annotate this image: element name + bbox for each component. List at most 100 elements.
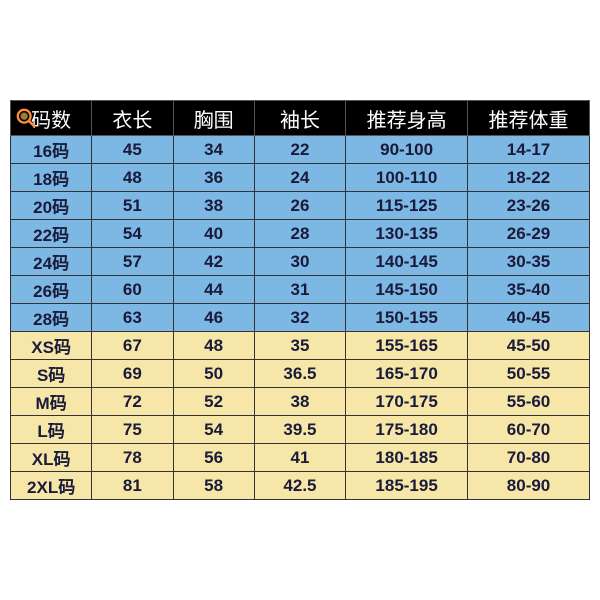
table-cell: 24: [254, 164, 345, 192]
table-row: 18码483624100-11018-22: [11, 164, 590, 192]
table-row: 20码513826115-12523-26: [11, 192, 590, 220]
column-header: 码数: [11, 101, 92, 136]
table-cell: 42.5: [254, 472, 345, 500]
table-cell: M码: [11, 388, 92, 416]
table-cell: 24码: [11, 248, 92, 276]
table-cell: 36.5: [254, 360, 345, 388]
table-cell: 72: [92, 388, 173, 416]
table-cell: 44: [173, 276, 254, 304]
table-cell: 165-170: [346, 360, 468, 388]
table-cell: 14-17: [468, 136, 590, 164]
table-cell: 50-55: [468, 360, 590, 388]
table-cell: 60: [92, 276, 173, 304]
column-header: 推荐体重: [468, 101, 590, 136]
column-header: 袖长: [254, 101, 345, 136]
column-header-label: 衣长: [112, 110, 152, 132]
column-header: 胸围: [173, 101, 254, 136]
table-cell: 78: [92, 444, 173, 472]
table-row: XL码785641180-18570-80: [11, 444, 590, 472]
table-cell: 22: [254, 136, 345, 164]
table-cell: 55-60: [468, 388, 590, 416]
column-header-label: 袖长: [280, 110, 320, 132]
table-cell: 67: [92, 332, 173, 360]
table-cell: 30: [254, 248, 345, 276]
table-cell: S码: [11, 360, 92, 388]
table-cell: 54: [92, 220, 173, 248]
table-cell: 75: [92, 416, 173, 444]
table-cell: 115-125: [346, 192, 468, 220]
table-cell: 51: [92, 192, 173, 220]
search-icon: [15, 107, 37, 129]
table-cell: 2XL码: [11, 472, 92, 500]
table-cell: 32: [254, 304, 345, 332]
table-row: M码725238170-17555-60: [11, 388, 590, 416]
table-cell: 46: [173, 304, 254, 332]
table-cell: 170-175: [346, 388, 468, 416]
table-cell: 45: [92, 136, 173, 164]
table-cell: 57: [92, 248, 173, 276]
table-cell: 100-110: [346, 164, 468, 192]
table-cell: 30-35: [468, 248, 590, 276]
column-header-label: 胸围: [194, 110, 234, 132]
column-header-label: 推荐体重: [489, 110, 569, 132]
table-cell: 40: [173, 220, 254, 248]
table-row: 2XL码815842.5185-19580-90: [11, 472, 590, 500]
table-cell: 180-185: [346, 444, 468, 472]
table-cell: 40-45: [468, 304, 590, 332]
table-cell: 39.5: [254, 416, 345, 444]
table-cell: 50: [173, 360, 254, 388]
table-cell: 56: [173, 444, 254, 472]
table-cell: 58: [173, 472, 254, 500]
table-row: S码695036.5165-17050-55: [11, 360, 590, 388]
table-cell: 42: [173, 248, 254, 276]
table-cell: 36: [173, 164, 254, 192]
column-header: 衣长: [92, 101, 173, 136]
table-cell: 26码: [11, 276, 92, 304]
table-cell: 155-165: [346, 332, 468, 360]
table-cell: XL码: [11, 444, 92, 472]
table-cell: L码: [11, 416, 92, 444]
table-cell: 31: [254, 276, 345, 304]
table-cell: 69: [92, 360, 173, 388]
table-row: 28码634632150-15540-45: [11, 304, 590, 332]
size-chart-container: 码数 衣长 胸围 袖长 推荐身高 推荐体重 16码45342290-10014-1718码…: [0, 0, 600, 600]
table-cell: 41: [254, 444, 345, 472]
table-cell: 18-22: [468, 164, 590, 192]
table-cell: 22码: [11, 220, 92, 248]
table-cell: 45-50: [468, 332, 590, 360]
table-cell: 26: [254, 192, 345, 220]
table-body: 16码45342290-10014-1718码483624100-11018-2…: [11, 136, 590, 500]
column-header-label: 码数: [31, 110, 71, 132]
table-cell: 35: [254, 332, 345, 360]
table-cell: 175-180: [346, 416, 468, 444]
table-cell: 26-29: [468, 220, 590, 248]
column-header: 推荐身高: [346, 101, 468, 136]
table-cell: 48: [173, 332, 254, 360]
table-cell: 63: [92, 304, 173, 332]
table-cell: 145-150: [346, 276, 468, 304]
table-cell: 16码: [11, 136, 92, 164]
size-chart-table: 码数 衣长 胸围 袖长 推荐身高 推荐体重 16码45342290-10014-1718码…: [10, 100, 590, 500]
table-row: 22码544028130-13526-29: [11, 220, 590, 248]
table-cell: 140-145: [346, 248, 468, 276]
table-row: XS码674835155-16545-50: [11, 332, 590, 360]
column-header-label: 推荐身高: [367, 110, 447, 132]
table-cell: 38: [254, 388, 345, 416]
table-row: L码755439.5175-18060-70: [11, 416, 590, 444]
table-cell: 90-100: [346, 136, 468, 164]
table-cell: 38: [173, 192, 254, 220]
table-cell: 18码: [11, 164, 92, 192]
table-cell: 35-40: [468, 276, 590, 304]
table-cell: 80-90: [468, 472, 590, 500]
table-cell: 54: [173, 416, 254, 444]
table-cell: 185-195: [346, 472, 468, 500]
table-cell: 70-80: [468, 444, 590, 472]
table-row: 16码45342290-10014-17: [11, 136, 590, 164]
table-row: 24码574230140-14530-35: [11, 248, 590, 276]
table-cell: 150-155: [346, 304, 468, 332]
table-cell: XS码: [11, 332, 92, 360]
table-header-row: 码数 衣长 胸围 袖长 推荐身高 推荐体重: [11, 101, 590, 136]
table-cell: 20码: [11, 192, 92, 220]
table-cell: 60-70: [468, 416, 590, 444]
table-row: 26码604431145-15035-40: [11, 276, 590, 304]
